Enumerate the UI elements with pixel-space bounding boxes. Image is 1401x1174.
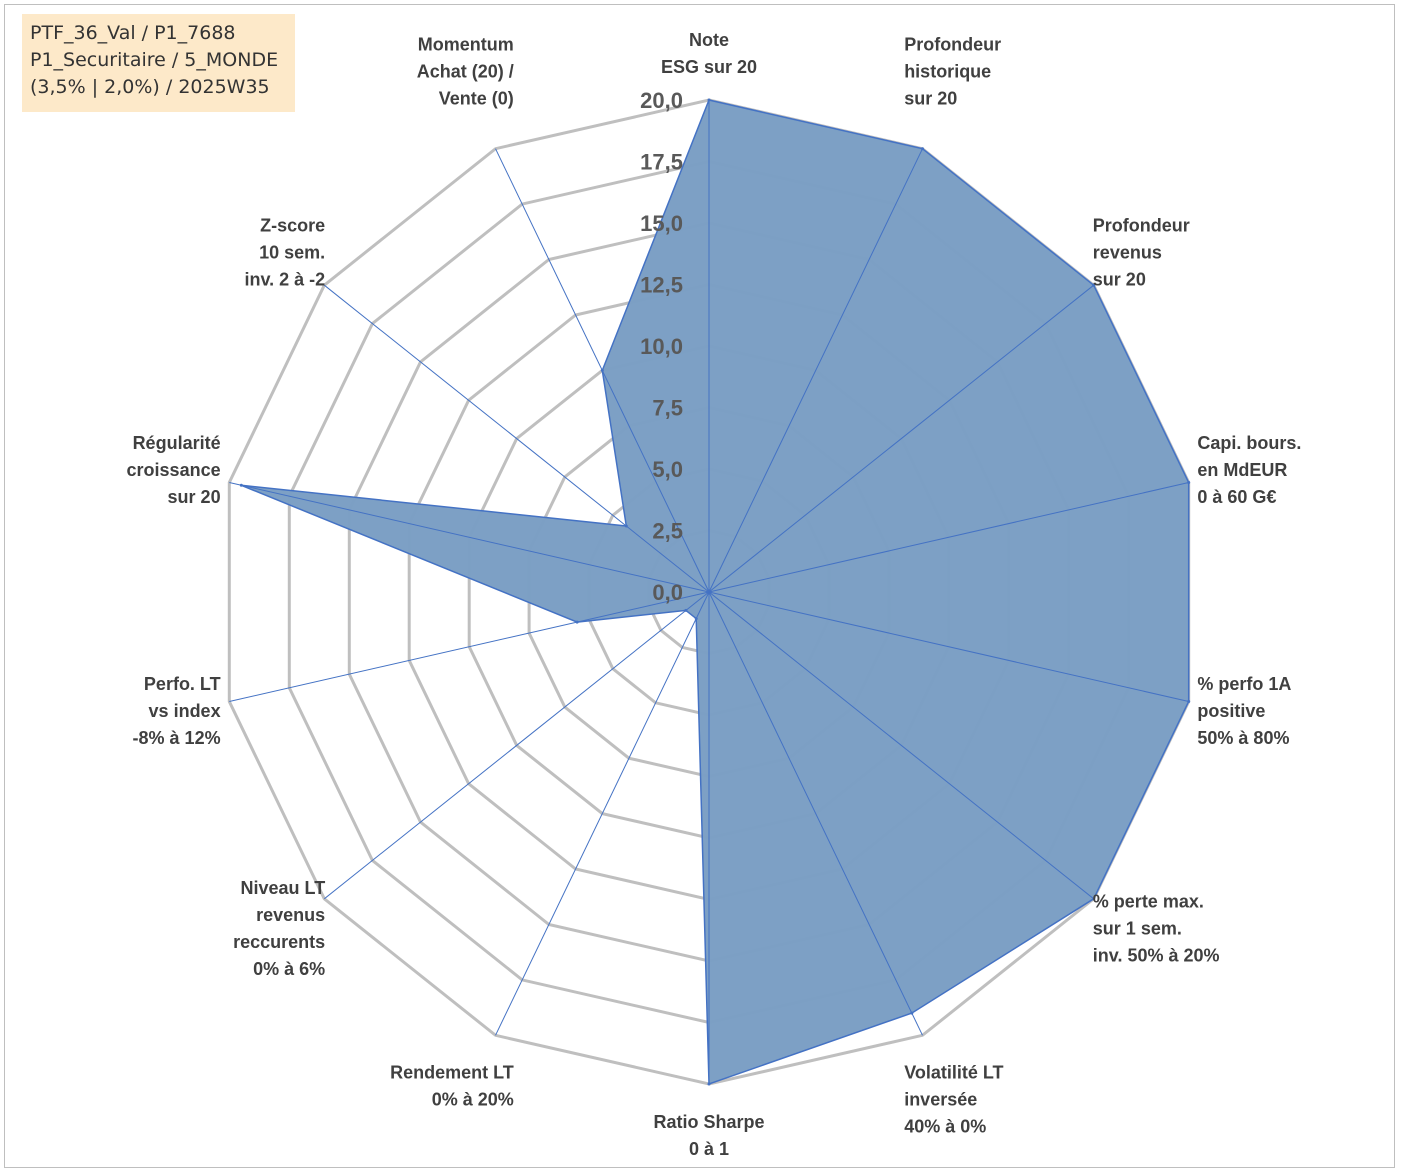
axis-label: positive <box>1197 701 1265 721</box>
axis-label: vs index <box>149 701 221 721</box>
axis-label: Capi. bours. <box>1197 433 1301 453</box>
axis-label: reccurents <box>233 932 325 952</box>
axis-label: sur 20 <box>168 487 221 507</box>
radar-tick-labels: 0,0 2,5 5,0 7,5 10,0 12,5 15,0 17,5 20,0 <box>640 88 683 605</box>
portfolio-info-box: PTF_36_Val / P1_7688 P1_Securitaire / 5_… <box>22 14 295 112</box>
axis-label: revenus <box>256 905 325 925</box>
axis-label: sur 20 <box>904 89 957 109</box>
tick-label: 7,5 <box>652 396 683 421</box>
axis-label: Profondeur <box>1093 216 1190 236</box>
axis-spoke <box>323 591 710 900</box>
axis-label: Ratio Sharpe <box>653 1112 764 1132</box>
axis-label: inv. 50% à 20% <box>1093 945 1220 965</box>
tick-label: 20,0 <box>640 88 683 113</box>
axis-label: inversée <box>904 1089 977 1109</box>
tick-label: 5,0 <box>652 457 683 482</box>
axis-label: sur 20 <box>1093 270 1146 290</box>
tick-label: 2,5 <box>652 519 683 544</box>
axis-label: 50% à 80% <box>1197 728 1289 748</box>
axis-spoke <box>708 284 1095 593</box>
tick-label: 0,0 <box>652 580 683 605</box>
axis-label: Rendement LT <box>390 1062 514 1082</box>
axis-label: % perte max. <box>1093 891 1204 911</box>
axis-spoke <box>323 284 710 593</box>
axis-label: 10 sem. <box>259 243 325 263</box>
axis-label: Achat (20) / <box>417 62 514 82</box>
axis-label: -8% à 12% <box>133 728 221 748</box>
axis-label: Note <box>689 30 729 50</box>
axis-spoke <box>495 148 710 593</box>
tick-label: 12,5 <box>640 273 683 298</box>
axis-label: Z-score <box>260 216 325 236</box>
info-line-1: PTF_36_Val / P1_7688 <box>30 22 236 44</box>
radar-axis-labels: Note ESG sur 20 Profondeur historique sur 20… <box>127 30 1302 1159</box>
axis-spoke <box>708 591 1189 702</box>
axis-label: historique <box>904 62 991 82</box>
axis-label: % perfo 1A <box>1197 674 1291 694</box>
tick-label: 17,5 <box>640 150 683 175</box>
axis-label: Vente (0) <box>439 89 514 109</box>
axis-label: Volatilité LT <box>904 1062 1003 1082</box>
axis-label: 40% à 0% <box>904 1116 986 1136</box>
axis-spoke <box>708 482 1189 593</box>
tick-label: 10,0 <box>640 334 683 359</box>
radar-spokes <box>229 100 1189 1084</box>
axis-label: Momentum <box>418 35 514 55</box>
axis-spoke <box>229 482 710 593</box>
axis-label: en MdEUR <box>1197 460 1287 480</box>
axis-label: Régularité <box>133 433 221 453</box>
axis-label: 0% à 20% <box>432 1089 514 1109</box>
chart-frame <box>4 4 1395 1168</box>
axis-label: croissance <box>127 460 221 480</box>
axis-label: Perfo. LT <box>144 674 221 694</box>
axis-label: inv. 2 à -2 <box>244 270 325 290</box>
axis-label: 0 à 1 <box>689 1139 729 1159</box>
axis-label: revenus <box>1093 243 1162 263</box>
axis-spoke <box>229 591 710 702</box>
axis-label: Niveau LT <box>241 878 326 898</box>
info-line-3: (3,5% | 2,0%) / 2025W35 <box>30 76 270 98</box>
axis-label: Profondeur <box>904 35 1001 55</box>
axis-spoke <box>708 591 1095 900</box>
axis-label: 0% à 6% <box>253 959 325 979</box>
axis-label: 0 à 60 G€ <box>1197 487 1276 507</box>
axis-label: ESG sur 20 <box>661 57 757 77</box>
tick-label: 15,0 <box>640 211 683 236</box>
axis-label: sur 1 sem. <box>1093 918 1182 938</box>
info-line-2: P1_Securitaire / 5_MONDE <box>30 49 279 71</box>
axis-spoke <box>708 591 923 1036</box>
radar-series <box>239 98 1191 1086</box>
axis-spoke <box>708 148 923 593</box>
axis-spoke <box>495 591 710 1036</box>
